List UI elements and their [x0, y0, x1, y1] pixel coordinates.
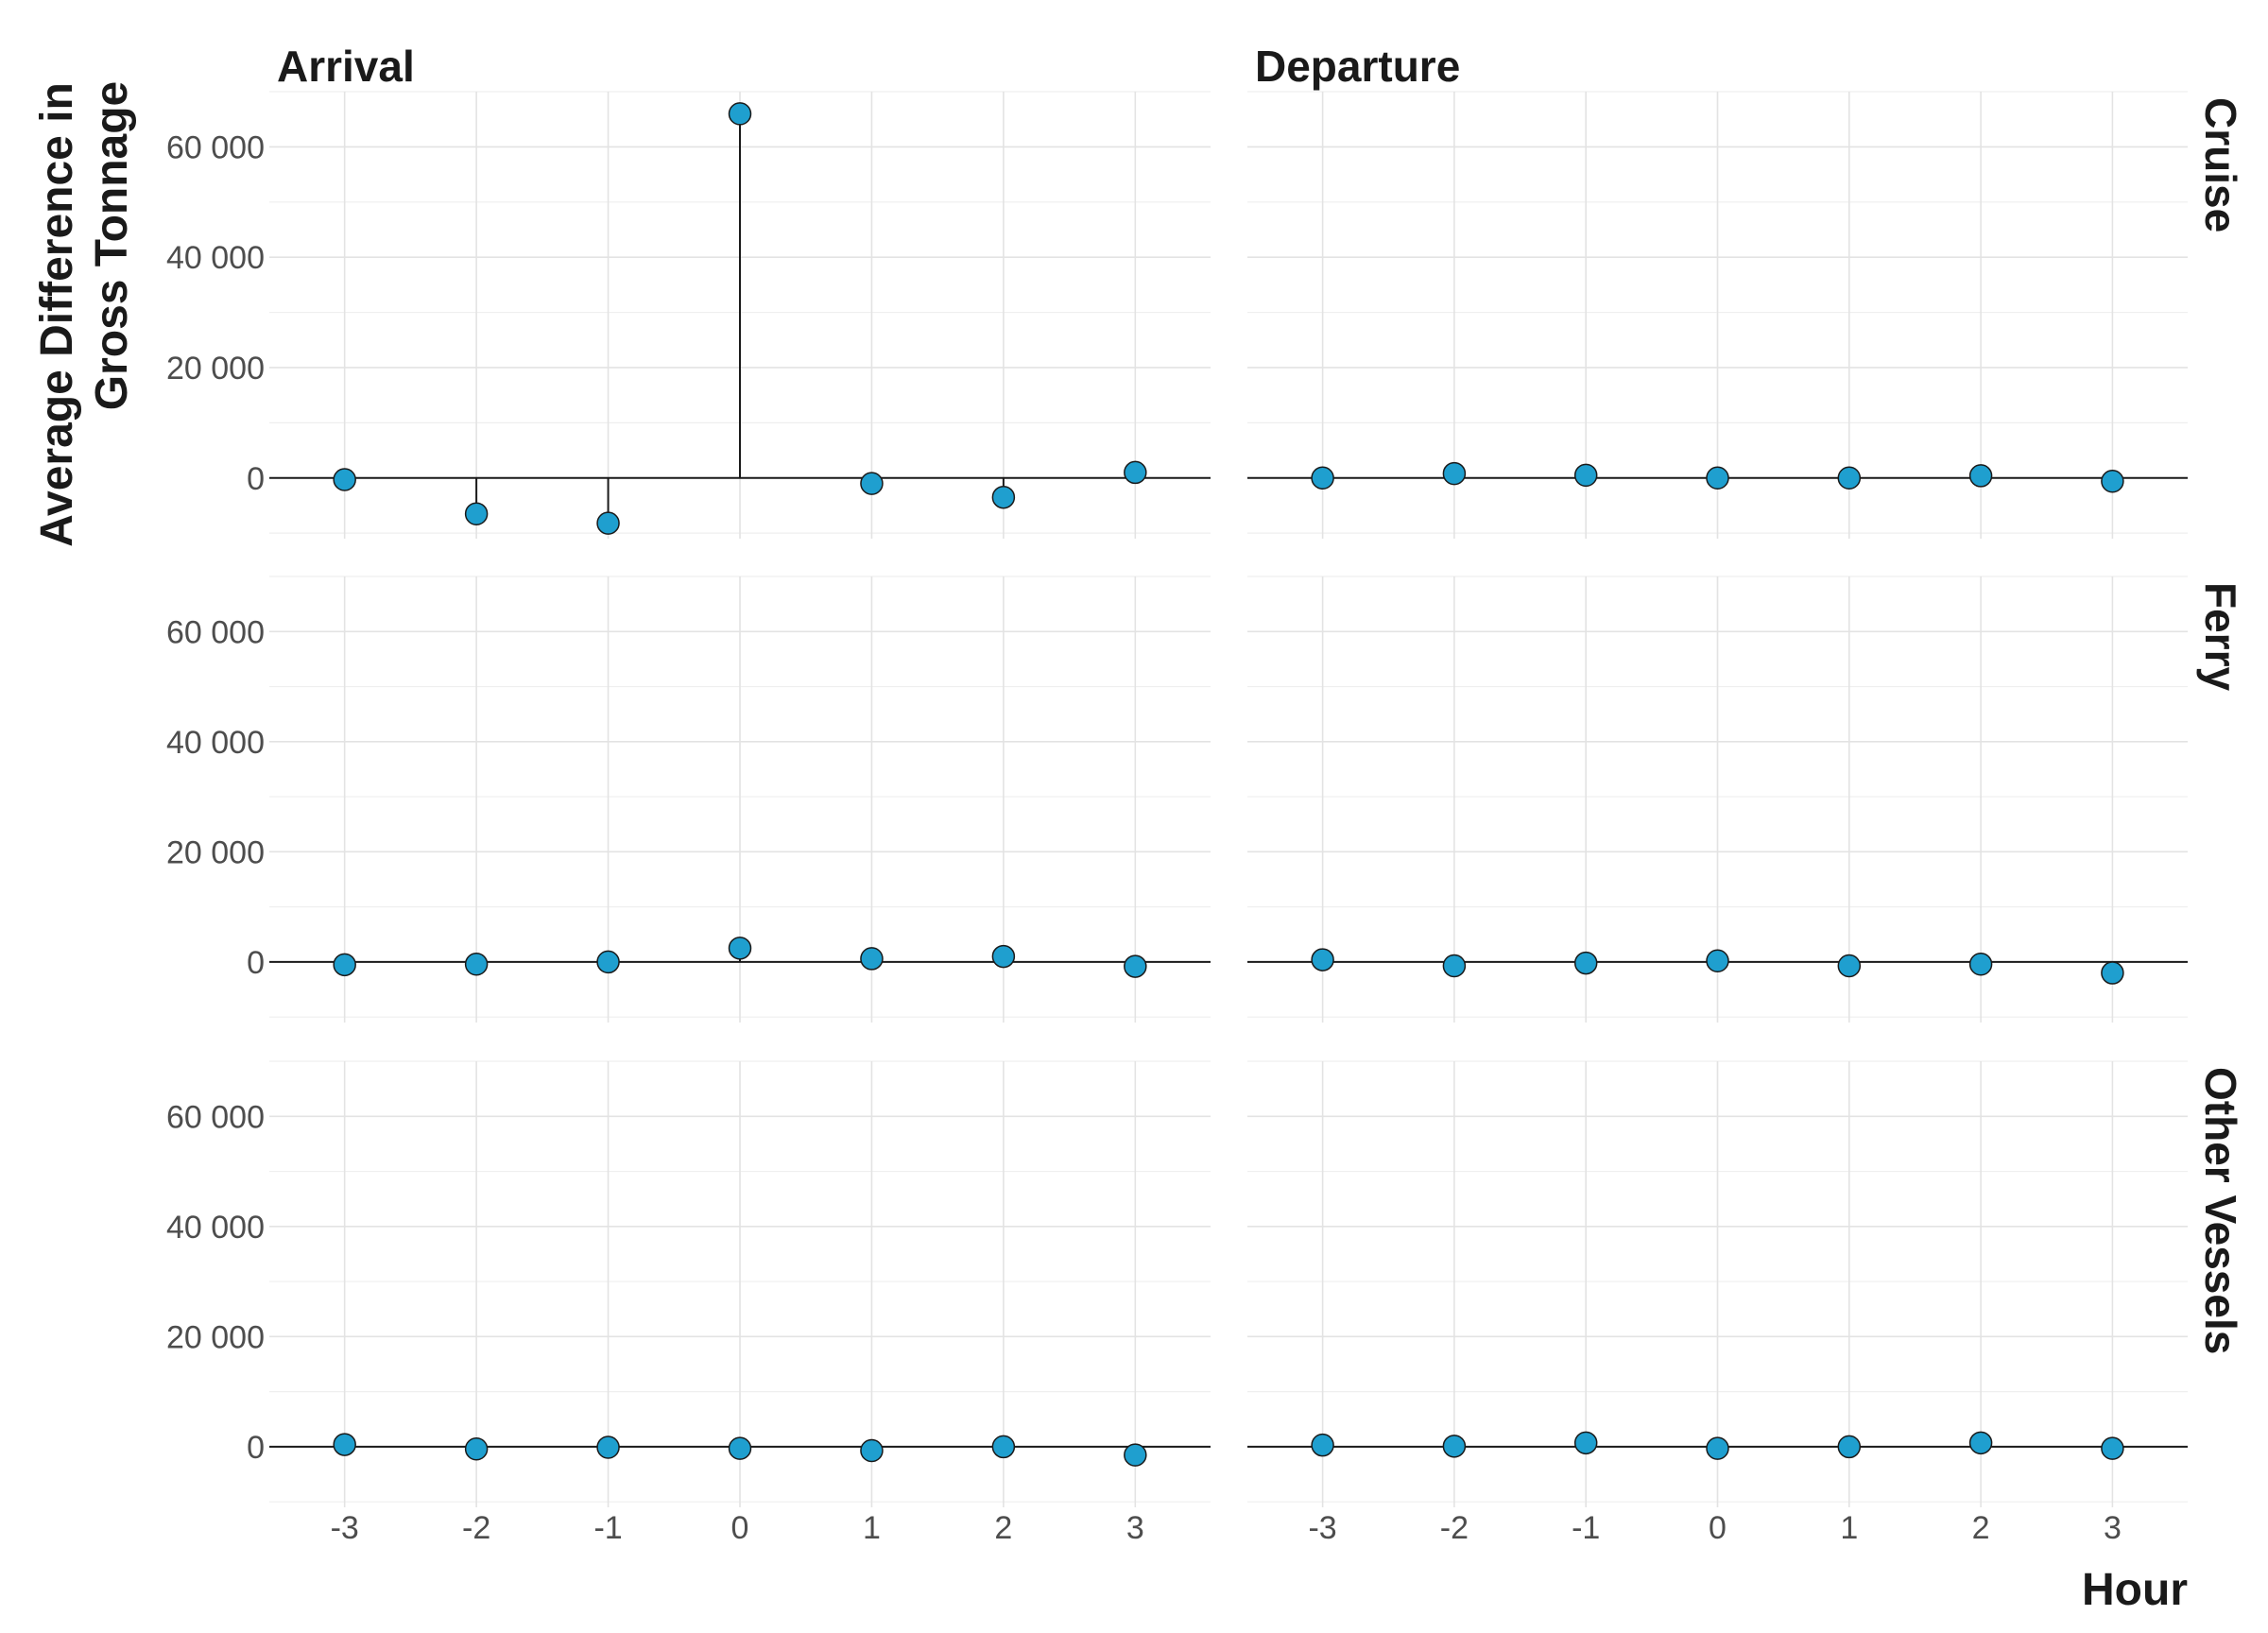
y-tick-label: 0	[247, 945, 265, 981]
data-point-ferry-departure	[1837, 954, 1862, 978]
data-point-other-vessels-departure	[1442, 1435, 1467, 1458]
y-axis-title-line-2: Gross Tonnage	[87, 81, 137, 411]
y-tick-label: 0	[247, 461, 265, 497]
y-axis-title-line-1: Average Difference in	[32, 82, 82, 547]
x-tick-label: 2	[994, 1510, 1012, 1546]
data-point-other-vessels-arrival	[596, 1435, 620, 1459]
data-point-cruise-arrival	[860, 472, 884, 495]
data-point-cruise-arrival	[1124, 460, 1147, 485]
data-point-cruise-departure	[1968, 464, 1993, 488]
x-tick-label: -2	[1440, 1510, 1469, 1546]
data-point-ferry-arrival	[728, 937, 752, 960]
y-tick-label: 60 000	[166, 129, 265, 165]
data-point-cruise-arrival	[333, 468, 356, 491]
data-point-other-vessels-departure	[2101, 1436, 2124, 1460]
facet-title-other-vessels: Other Vessels	[2196, 1067, 2245, 1354]
data-point-other-vessels-arrival	[333, 1433, 356, 1456]
data-point-other-vessels-arrival	[860, 1438, 884, 1463]
x-tick-label: 3	[2104, 1510, 2122, 1546]
data-point-ferry-arrival	[464, 952, 489, 976]
x-tick-label: 0	[731, 1510, 749, 1546]
x-tick-label: 0	[1709, 1510, 1727, 1546]
y-tick-label: 40 000	[166, 725, 265, 761]
data-point-other-vessels-departure	[1706, 1436, 1729, 1460]
data-point-cruise-arrival	[991, 485, 1016, 509]
y-tick-label: 40 000	[166, 240, 265, 276]
y-tick-label: 40 000	[166, 1210, 265, 1246]
data-point-ferry-departure	[1968, 952, 1993, 976]
data-point-ferry-departure	[2101, 961, 2124, 985]
y-tick-label: 20 000	[166, 834, 265, 870]
data-point-cruise-departure	[1837, 466, 1862, 490]
x-tick-label: -3	[1308, 1510, 1336, 1546]
data-point-ferry-departure	[1311, 948, 1334, 971]
facet-title-arrival: Arrival	[277, 42, 415, 91]
x-tick-label: -1	[593, 1510, 622, 1546]
x-tick-label: -2	[462, 1510, 490, 1546]
data-point-cruise-arrival	[728, 102, 752, 126]
x-tick-label: -3	[331, 1510, 359, 1546]
data-point-ferry-arrival	[596, 950, 620, 974]
data-point-cruise-departure	[1311, 466, 1334, 490]
data-point-cruise-departure	[2101, 470, 2124, 493]
data-point-other-vessels-departure	[1311, 1433, 1334, 1457]
data-point-ferry-departure	[1573, 951, 1598, 975]
data-point-other-vessels-arrival	[991, 1435, 1016, 1459]
data-point-ferry-departure	[1442, 954, 1467, 978]
data-point-ferry-arrival	[1124, 954, 1147, 978]
data-point-cruise-departure	[1442, 461, 1467, 486]
data-point-other-vessels-departure	[1573, 1431, 1598, 1455]
facet-title-departure: Departure	[1255, 42, 1460, 91]
x-tick-label: 1	[863, 1510, 881, 1546]
x-tick-label: 1	[1840, 1510, 1858, 1546]
facet-title-ferry: Ferry	[2196, 582, 2245, 691]
y-tick-label: 20 000	[166, 1319, 265, 1355]
x-tick-label: -1	[1572, 1510, 1600, 1546]
data-point-other-vessels-arrival	[728, 1436, 752, 1460]
data-point-other-vessels-arrival	[464, 1436, 489, 1461]
data-point-ferry-arrival	[333, 953, 356, 977]
data-point-other-vessels-departure	[1968, 1431, 1993, 1455]
data-point-cruise-departure	[1706, 466, 1729, 490]
data-point-ferry-departure	[1706, 949, 1729, 972]
data-point-cruise-arrival	[596, 511, 620, 535]
data-point-other-vessels-arrival	[1124, 1443, 1147, 1467]
y-tick-label: 60 000	[166, 1099, 265, 1135]
x-tick-label: 3	[1126, 1510, 1144, 1546]
data-point-ferry-arrival	[860, 947, 884, 971]
data-point-other-vessels-departure	[1837, 1435, 1862, 1459]
x-tick-label: 2	[1972, 1510, 1990, 1546]
data-point-ferry-arrival	[991, 944, 1016, 969]
y-tick-label: 20 000	[166, 351, 265, 387]
y-tick-label: 0	[247, 1430, 265, 1466]
facet-title-cruise: Cruise	[2196, 97, 2245, 232]
data-point-cruise-arrival	[464, 502, 489, 525]
y-tick-label: 60 000	[166, 614, 265, 650]
data-point-cruise-departure	[1573, 463, 1598, 488]
x-axis-title: Hour	[2082, 1565, 2188, 1615]
